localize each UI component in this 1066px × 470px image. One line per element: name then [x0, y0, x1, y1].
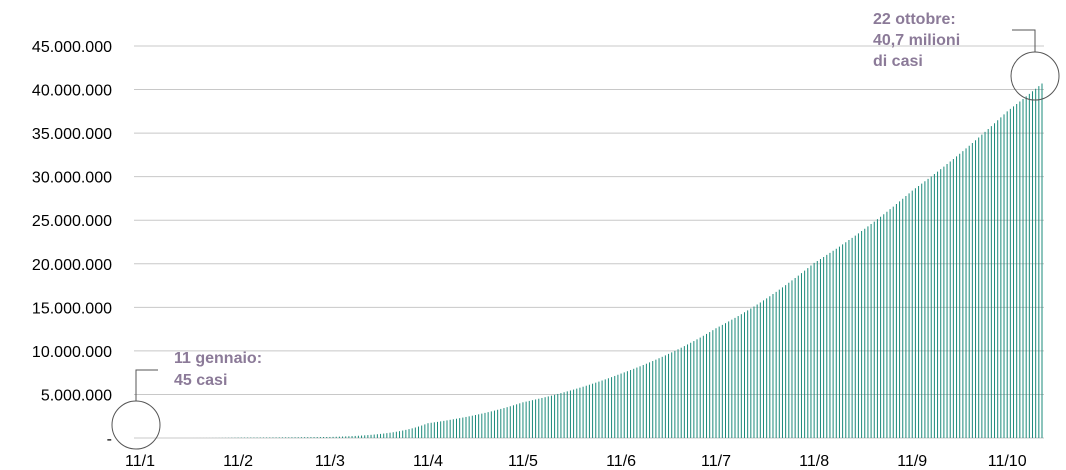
y-tick-label: 20.000.000: [32, 257, 112, 274]
x-tick-label: 11/10: [988, 453, 1027, 470]
bars: [177, 83, 1043, 438]
y-tick-label: 35.000.000: [32, 126, 112, 143]
callout-leader: [1012, 29, 1036, 52]
x-tick-label: 11/7: [701, 453, 731, 470]
y-tick-label: 10.000.000: [32, 344, 112, 361]
y-tick-label: -: [107, 431, 112, 448]
annotation-text: 45 casi: [174, 372, 227, 389]
annotation-text: di casi: [873, 53, 923, 70]
annotations: 11 gennaio: 45 casi 22 ottobre: 40,7 milion…: [111, 11, 1060, 450]
x-tick-label: 11/1: [125, 453, 155, 470]
gridlines: [134, 45, 1044, 439]
x-axis: 11/1 11/2 11/3 11/4 11/5 11/6 11/7 11/8 11/9 11/1…: [125, 453, 1027, 470]
annotation-text: 40,7 milioni: [873, 32, 960, 49]
y-tick-label: 25.000.000: [32, 213, 112, 230]
y-tick-label: 30.000.000: [32, 170, 112, 187]
callout-leader: [135, 369, 158, 401]
y-axis: - 5.000.000 10.000.000 15.000.000 20.000.000…: [32, 39, 112, 448]
x-tick-label: 11/9: [897, 453, 927, 470]
x-tick-label: 11/6: [606, 453, 636, 470]
y-tick-label: 15.000.000: [32, 300, 112, 317]
y-tick-label: 40.000.000: [32, 83, 112, 100]
annotation-text: 22 ottobre:: [873, 11, 956, 28]
x-tick-label: 11/5: [508, 453, 538, 470]
x-tick-label: 11/8: [799, 453, 829, 470]
x-tick-label: 11/3: [315, 453, 345, 470]
y-tick-label: 5.000.000: [41, 387, 112, 404]
x-tick-label: 11/4: [413, 453, 443, 470]
y-tick-label: 45.000.000: [32, 39, 112, 56]
callout-circle: [111, 400, 161, 450]
x-tick-label: 11/2: [223, 453, 253, 470]
callout-circle: [1010, 51, 1060, 101]
annotation-text: 11 gennaio:: [174, 350, 262, 367]
